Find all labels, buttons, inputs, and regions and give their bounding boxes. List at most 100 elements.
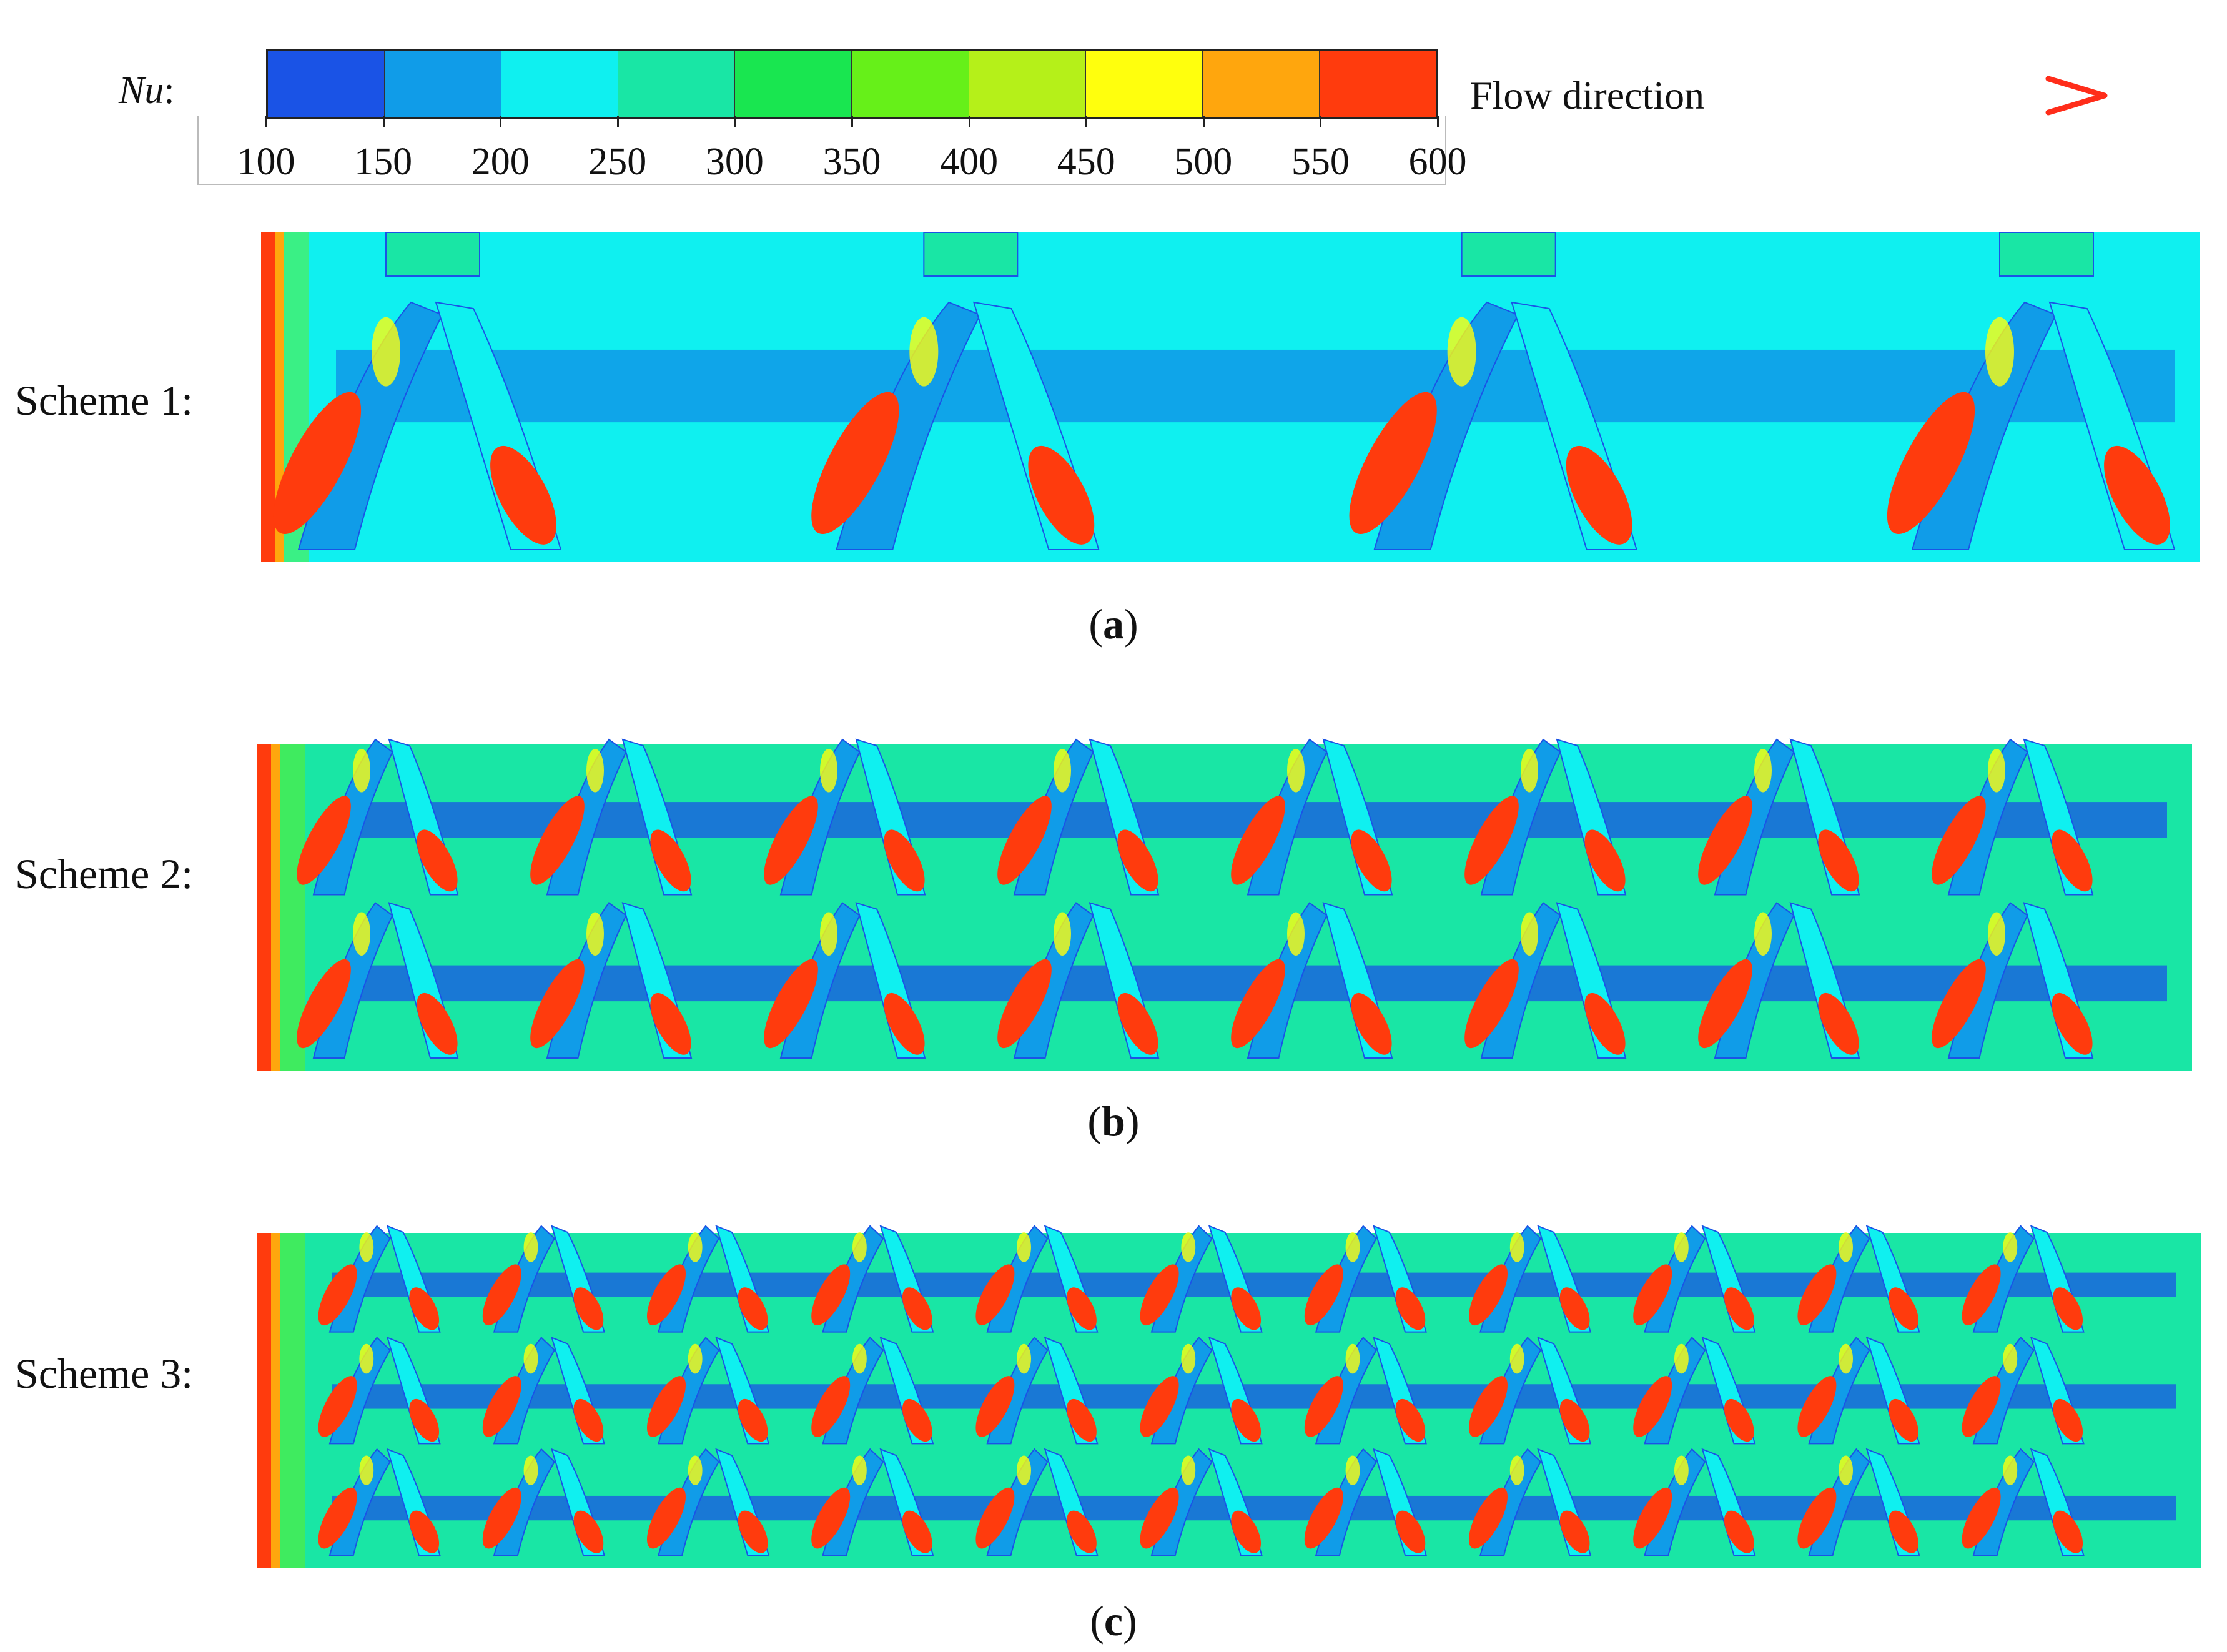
hot-spot xyxy=(1304,1487,1343,1549)
colorbar-segment xyxy=(1085,51,1203,117)
colorbar-segment xyxy=(1319,51,1436,117)
warm-spot xyxy=(1674,1455,1689,1485)
warm-spot xyxy=(359,1455,374,1485)
lattice-cell xyxy=(1464,738,1627,1059)
colorbar-tick-mark xyxy=(265,116,267,127)
hot-spot xyxy=(1932,959,1986,1049)
hot-spot xyxy=(811,1487,851,1549)
colorbar xyxy=(266,49,1438,119)
hot-spot xyxy=(1067,1287,1097,1330)
lattice-cell xyxy=(997,738,1160,1059)
hot-spot xyxy=(482,1264,521,1326)
hot-spot xyxy=(811,1264,851,1326)
hot-spot xyxy=(1962,1376,2001,1437)
hot-spot xyxy=(573,1510,604,1553)
hot-spot xyxy=(530,796,585,885)
hot-spot xyxy=(1349,392,1437,535)
scheme-2-contour-panel xyxy=(257,738,2192,1071)
lattice-cell xyxy=(811,1225,934,1556)
hot-spot xyxy=(1304,1264,1343,1326)
wake-band xyxy=(332,1495,2176,1521)
scheme-3-contour-panel xyxy=(257,1225,2201,1568)
lattice-cell xyxy=(1962,1225,2085,1556)
lattice-cell xyxy=(975,1225,1099,1556)
hot-spot xyxy=(482,1487,521,1549)
hot-spot xyxy=(1395,1398,1426,1442)
warm-spot xyxy=(1447,317,1476,387)
hot-spot xyxy=(1584,829,1626,892)
hot-spot xyxy=(530,959,585,1049)
hot-spot xyxy=(1818,992,1859,1055)
warm-spot xyxy=(1985,317,2014,387)
colorbar-tick-label: 500 xyxy=(1174,141,1233,183)
colorbar-tick-label: 150 xyxy=(354,141,413,183)
warm-spot xyxy=(2003,1343,2018,1374)
hot-spot xyxy=(1633,1264,1672,1326)
colorbar-tick-mark xyxy=(851,116,853,127)
hot-spot xyxy=(738,1510,768,1553)
hot-spot xyxy=(902,1510,932,1553)
lattice-cell xyxy=(1633,1225,1756,1556)
hot-spot xyxy=(2104,445,2170,545)
warm-spot xyxy=(688,1343,703,1374)
scheme-1-label: Scheme 1: xyxy=(15,377,194,424)
colorbar-segment xyxy=(618,51,736,117)
inlet-gradient-strip xyxy=(280,1233,305,1568)
lattice-cell xyxy=(318,1225,441,1556)
hot-spot xyxy=(417,829,458,892)
hot-spot xyxy=(1469,1264,1508,1326)
warm-spot xyxy=(1509,1343,1524,1374)
caption-c-open: ( xyxy=(1090,1597,1104,1645)
wake-band xyxy=(332,1384,2176,1409)
inlet-hot-strip xyxy=(257,744,271,1071)
hot-spot xyxy=(738,1287,768,1330)
lattice-cell xyxy=(482,1225,605,1556)
warm-spot xyxy=(1181,1455,1196,1485)
scheme-2-label: Scheme 2: xyxy=(15,850,194,898)
hot-spot xyxy=(1698,796,1752,885)
hot-spot xyxy=(490,445,556,545)
warm-spot xyxy=(1345,1455,1360,1485)
warm-spot xyxy=(909,317,939,387)
warm-spot xyxy=(353,912,370,956)
hot-spot xyxy=(1962,1487,2001,1549)
caption-a-open: ( xyxy=(1089,600,1103,648)
caption-a-close: ) xyxy=(1124,600,1138,648)
warm-spot xyxy=(1988,912,2005,956)
warm-spot xyxy=(1287,912,1305,956)
hot-spot xyxy=(1464,959,1519,1049)
caption-a: (a) xyxy=(1089,600,1138,649)
caption-c: (c) xyxy=(1090,1596,1137,1646)
warm-spot xyxy=(1754,748,1772,793)
lattice-cell xyxy=(1932,738,2094,1059)
hot-spot xyxy=(738,1398,768,1442)
hot-spot xyxy=(2052,829,2093,892)
hot-spot xyxy=(417,992,458,1055)
colorbar-tick-mark xyxy=(968,116,970,127)
warm-spot xyxy=(586,748,604,793)
warm-spot xyxy=(1181,1343,1196,1374)
colorbar-tick-mark xyxy=(1437,116,1439,127)
warm-spot xyxy=(852,1343,867,1374)
hot-spot xyxy=(1231,959,1285,1049)
hot-spot xyxy=(884,992,925,1055)
node-top xyxy=(1461,232,1556,277)
hot-spot xyxy=(297,796,351,885)
hot-spot xyxy=(975,1376,1015,1437)
lattice-cell xyxy=(1140,1225,1263,1556)
hot-spot xyxy=(1304,1376,1343,1437)
warm-spot xyxy=(820,912,837,956)
warm-spot xyxy=(523,1343,538,1374)
hot-spot xyxy=(811,392,899,535)
caption-b: (b) xyxy=(1087,1097,1139,1146)
hot-spot xyxy=(409,1398,440,1442)
hot-spot xyxy=(764,796,818,885)
inlet-hot-strip xyxy=(257,1233,271,1568)
hot-spot xyxy=(1117,829,1158,892)
colorbar-tick-mark xyxy=(1202,116,1205,127)
hot-spot xyxy=(573,1287,604,1330)
hot-spot xyxy=(1469,1487,1508,1549)
hot-spot xyxy=(1559,1510,1590,1553)
warm-spot xyxy=(2003,1232,2018,1262)
hot-spot xyxy=(647,1264,686,1326)
